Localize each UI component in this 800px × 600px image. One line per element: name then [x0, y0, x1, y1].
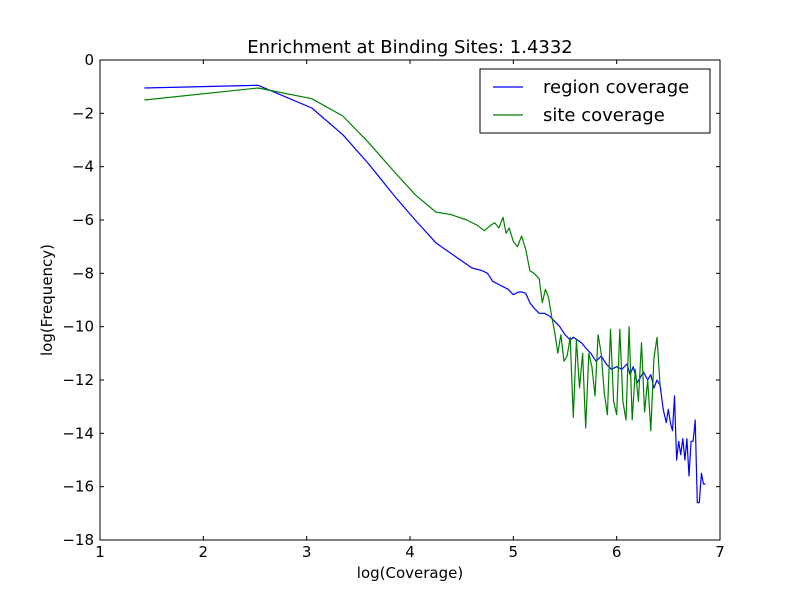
y-tick-label: 0 — [84, 51, 94, 69]
chart-title: Enrichment at Binding Sites: 1.4332 — [247, 37, 573, 58]
y-tick-label: −4 — [72, 158, 94, 176]
y-tick-label: −16 — [62, 478, 94, 496]
legend-label-region-coverage: region coverage — [543, 77, 689, 98]
x-tick-label: 1 — [95, 543, 105, 561]
series-line-site-coverage — [144, 87, 661, 432]
series-layer — [144, 84, 706, 504]
x-tick-label: 5 — [509, 543, 519, 561]
ticks-layer: 1 2 3 4 5 6 7 0 −2 −4 −6 −8 −10 −12 −14 −16 −18 — [62, 51, 724, 561]
legend-box — [479, 68, 711, 134]
legend: region coverage site coverage — [479, 68, 711, 134]
y-axis-label: log(Frequency) — [38, 244, 56, 356]
x-tick-label: 4 — [405, 543, 415, 561]
y-tick-label: −2 — [72, 104, 94, 122]
x-tick-label: 7 — [715, 543, 725, 561]
legend-label-site-coverage: site coverage — [543, 105, 665, 126]
y-tick-label: −18 — [62, 531, 94, 549]
x-axis-label: log(Coverage) — [357, 564, 463, 582]
y-tick-label: −14 — [62, 424, 94, 442]
y-tick-label: −12 — [62, 371, 94, 389]
y-tick-label: −8 — [72, 264, 94, 282]
series-line-region-coverage — [144, 84, 706, 504]
x-tick-label: 2 — [199, 543, 209, 561]
y-tick-label: −10 — [62, 318, 94, 336]
x-tick-label: 3 — [302, 543, 312, 561]
y-tick-label: −6 — [72, 211, 94, 229]
plot-background — [100, 60, 720, 540]
x-tick-label: 6 — [612, 543, 622, 561]
